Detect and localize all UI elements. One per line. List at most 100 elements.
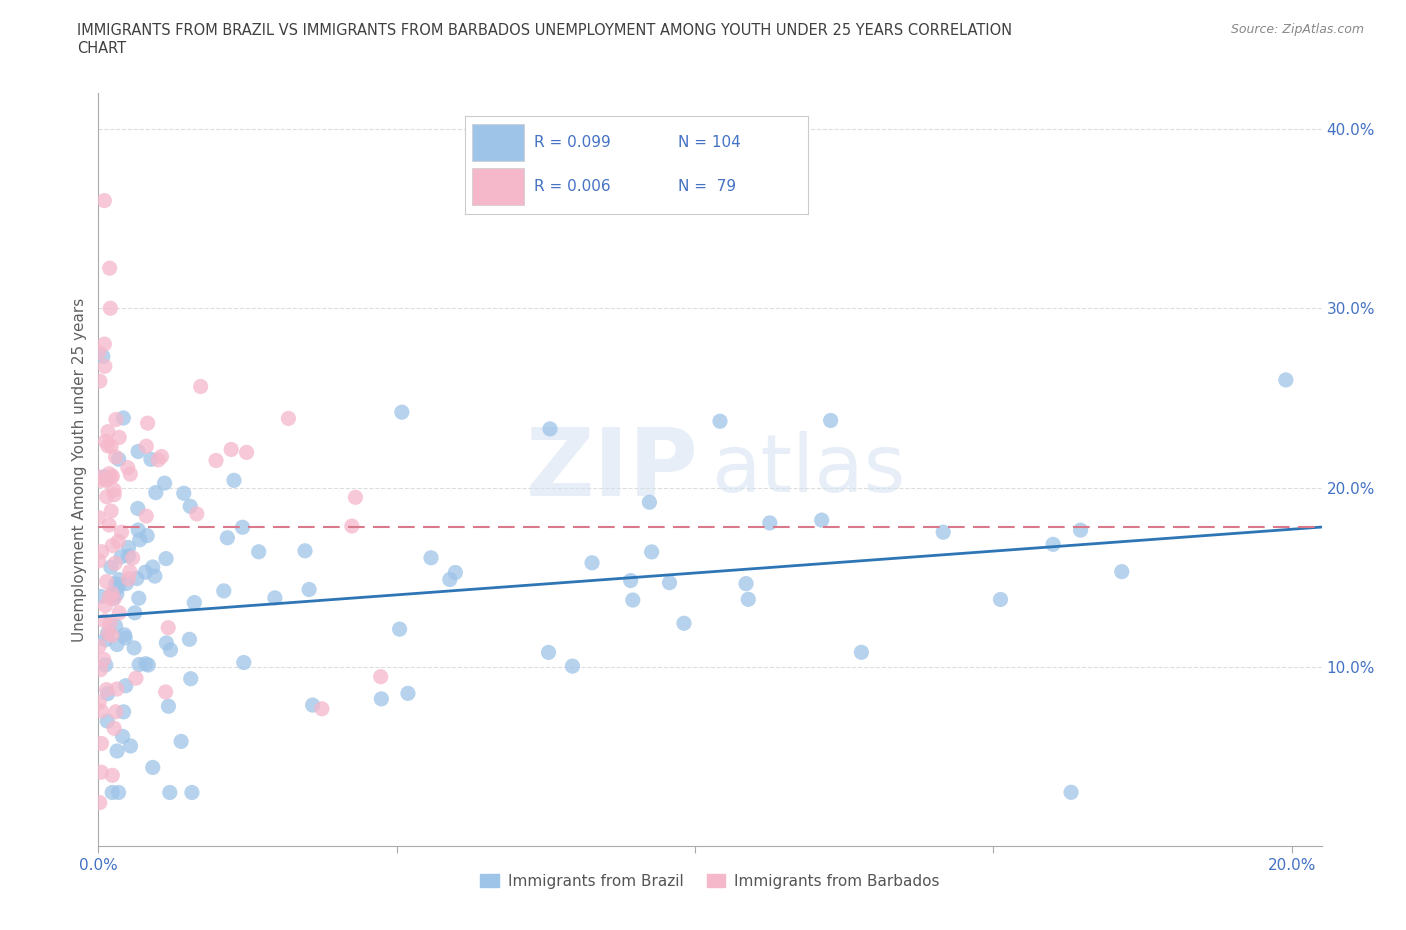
Point: [96, 683, 118, 698]
Point: [388, 621, 411, 636]
Point: [107, 452, 129, 467]
Point: [439, 572, 461, 587]
Point: [128, 532, 150, 547]
Point: [96, 489, 118, 504]
Point: [96, 713, 118, 728]
Point: [640, 544, 662, 559]
Point: [96, 472, 118, 487]
Point: [122, 641, 145, 656]
Point: [159, 643, 181, 658]
Point: [222, 472, 245, 487]
Point: [212, 583, 235, 598]
Point: [98, 466, 121, 481]
Point: [89, 374, 111, 389]
Point: [301, 698, 323, 712]
Point: [94, 359, 117, 374]
Point: [205, 453, 228, 468]
Point: [103, 483, 125, 498]
Point: [127, 501, 149, 516]
Point: [179, 498, 201, 513]
Point: [247, 544, 270, 559]
Point: [87, 553, 110, 568]
Point: [107, 579, 129, 594]
Point: [155, 684, 177, 699]
Point: [94, 658, 117, 672]
Point: [180, 671, 202, 686]
Point: [135, 509, 157, 524]
Point: [340, 519, 363, 534]
Point: [117, 460, 139, 475]
Point: [145, 485, 167, 500]
Point: [1042, 537, 1064, 551]
Point: [108, 430, 131, 445]
Point: [263, 591, 285, 605]
Point: [98, 260, 121, 275]
Point: [155, 635, 177, 650]
Point: [311, 701, 333, 716]
Point: [103, 591, 125, 606]
Point: [537, 644, 560, 659]
Point: [100, 439, 122, 454]
Point: [114, 628, 136, 643]
Point: [370, 691, 392, 706]
Point: [87, 345, 110, 360]
Point: [581, 555, 603, 570]
Point: [737, 591, 759, 606]
Point: [87, 511, 110, 525]
Point: [561, 658, 583, 673]
Point: [101, 586, 124, 601]
Point: [101, 768, 124, 783]
Point: [100, 560, 122, 575]
Point: [150, 449, 173, 464]
Point: [97, 627, 120, 642]
Point: [127, 444, 149, 458]
Point: [103, 591, 125, 605]
Point: [104, 556, 127, 571]
Point: [96, 626, 118, 641]
Point: [89, 662, 111, 677]
Point: [93, 193, 115, 208]
Point: [135, 657, 157, 671]
Point: [94, 433, 117, 448]
Point: [90, 544, 112, 559]
Point: [117, 549, 139, 564]
Point: [990, 592, 1012, 607]
Point: [136, 658, 159, 672]
Point: [128, 591, 150, 605]
Point: [124, 605, 146, 620]
Point: [142, 560, 165, 575]
Point: [111, 729, 134, 744]
Legend: Immigrants from Brazil, Immigrants from Barbados: Immigrants from Brazil, Immigrants from …: [474, 868, 946, 896]
Point: [104, 577, 127, 591]
Point: [112, 410, 135, 425]
Point: [103, 721, 125, 736]
Point: [104, 704, 127, 719]
Point: [103, 487, 125, 502]
Point: [101, 587, 124, 602]
Point: [136, 528, 159, 543]
Point: [157, 620, 180, 635]
Point: [98, 616, 121, 631]
Text: ZIP: ZIP: [526, 424, 699, 515]
Point: [1070, 523, 1092, 538]
Point: [139, 452, 162, 467]
Point: [232, 655, 254, 670]
Point: [104, 412, 127, 427]
Point: [89, 695, 111, 710]
Point: [217, 530, 239, 545]
Point: [735, 577, 758, 591]
Point: [219, 442, 242, 457]
Point: [932, 525, 955, 539]
Point: [1111, 565, 1133, 579]
Point: [190, 379, 212, 394]
Point: [159, 785, 181, 800]
Point: [108, 572, 131, 587]
Point: [538, 421, 561, 436]
Point: [179, 631, 201, 646]
Point: [658, 576, 681, 591]
Point: [121, 551, 143, 565]
Point: [107, 785, 129, 800]
Point: [120, 738, 142, 753]
Point: [94, 632, 117, 647]
Point: [125, 571, 148, 586]
